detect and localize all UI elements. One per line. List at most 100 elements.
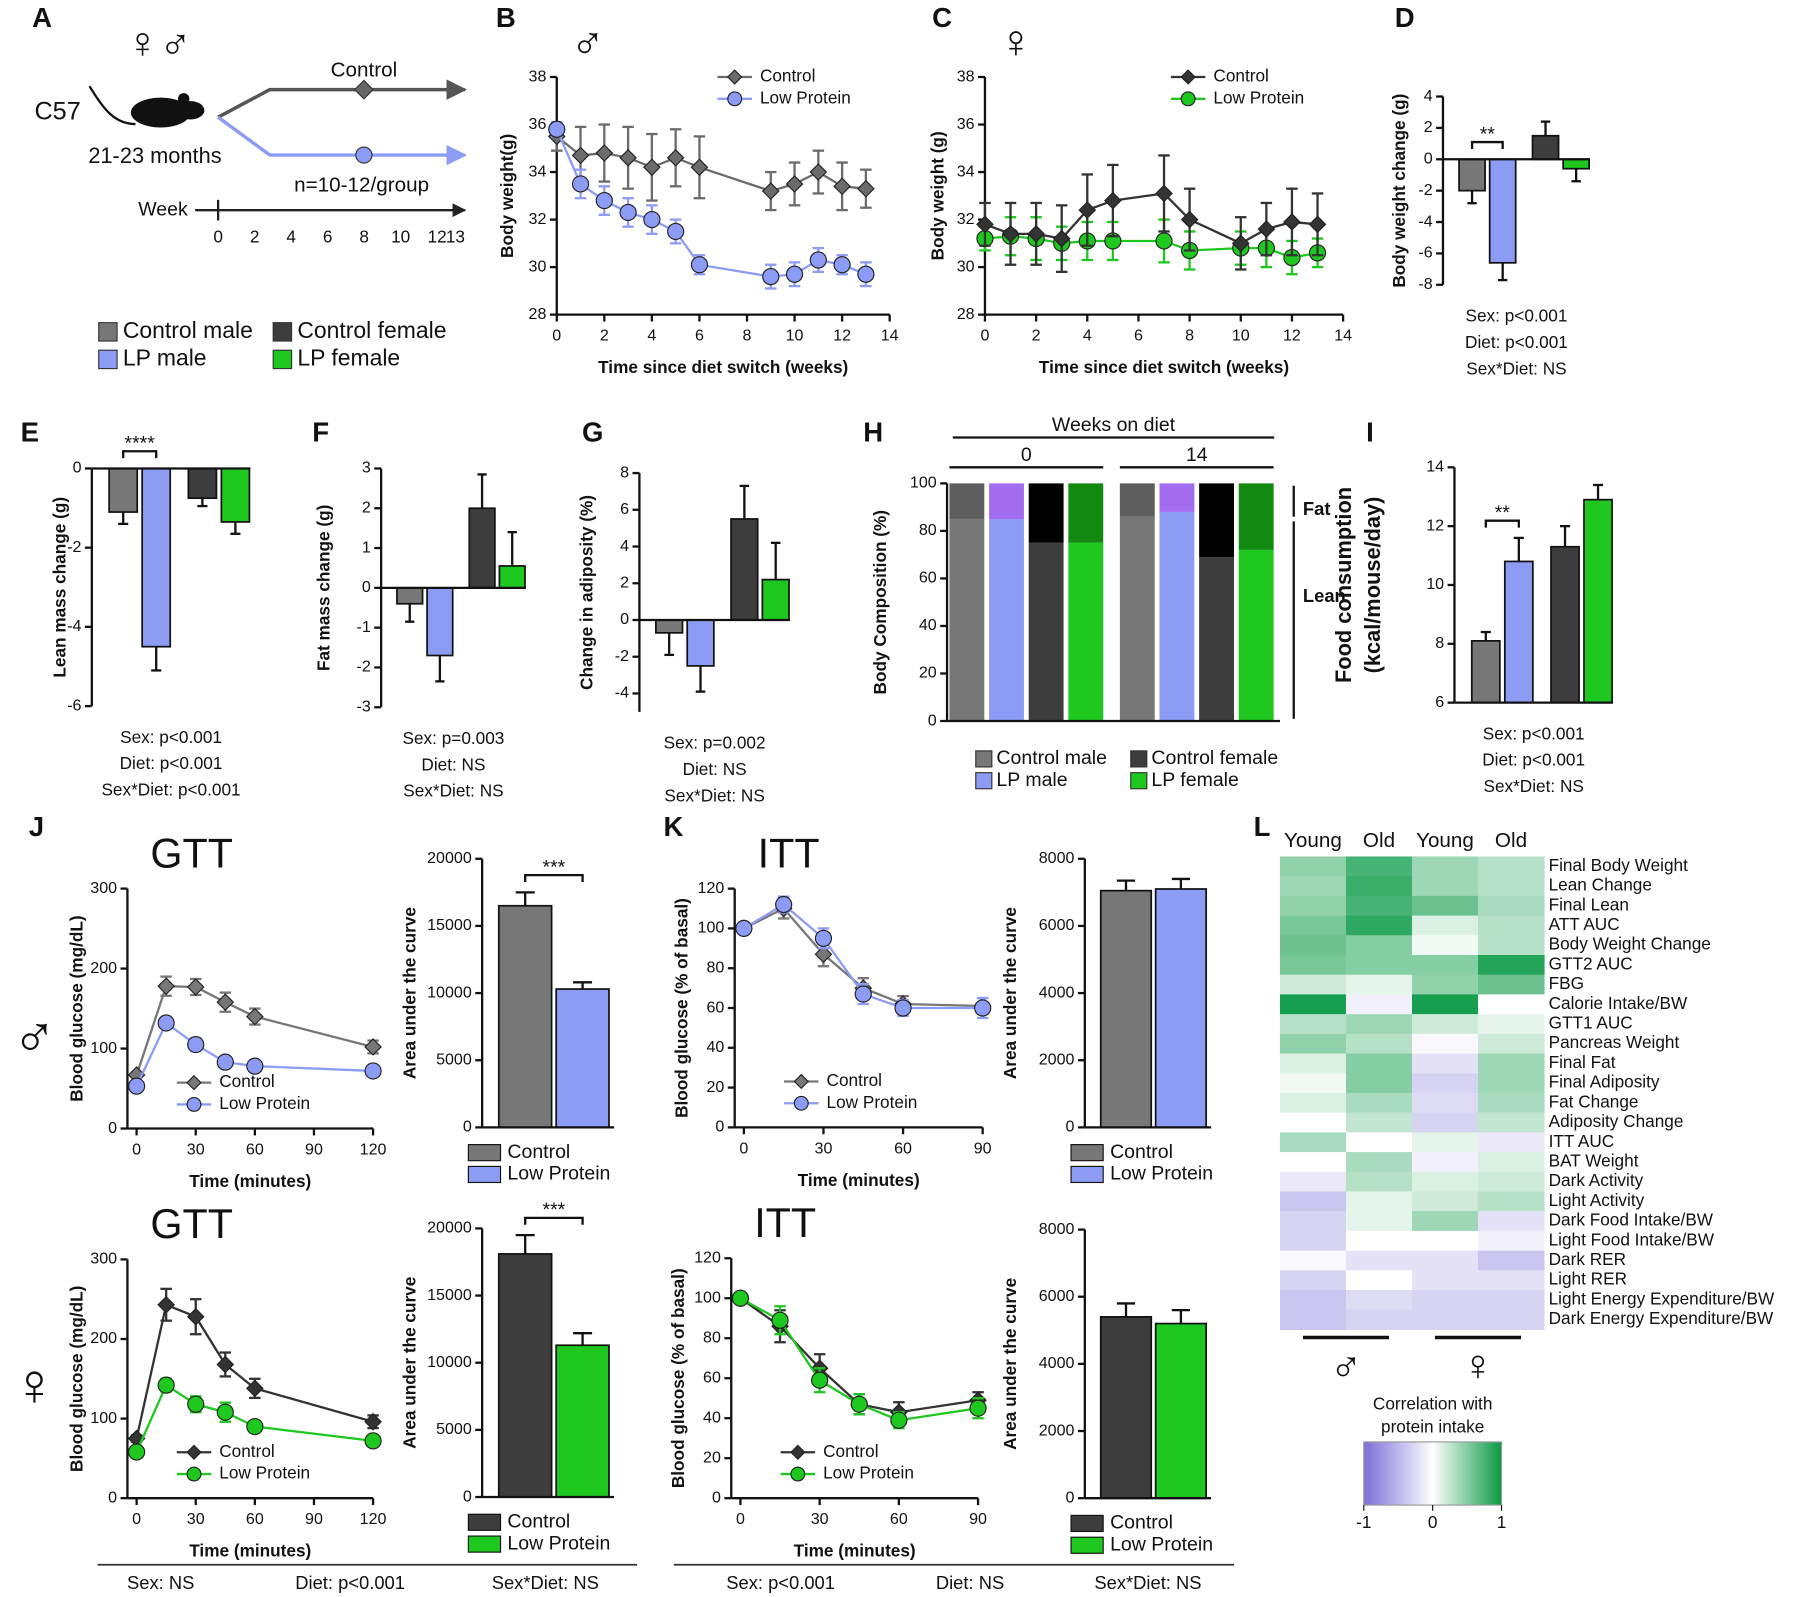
legend-swatch: [1070, 1514, 1104, 1533]
heatmap-cell: [1411, 1270, 1479, 1291]
heatmap-cell: [1345, 1132, 1413, 1153]
bar-segment: [1199, 557, 1235, 722]
y-axis-label: Area under the curve: [1000, 907, 1020, 1079]
y-axis-label: Area under the curve: [400, 1277, 420, 1449]
y-tick-label: 40: [919, 616, 937, 634]
bar-segment: [1119, 483, 1155, 517]
heatmap-cell: [1279, 935, 1347, 956]
y-tick-label: 2: [362, 499, 371, 517]
error-bar: [1116, 879, 1136, 891]
error-bar: [230, 521, 241, 535]
heatmap-cell: [1477, 1270, 1545, 1291]
bar-segment: [989, 519, 1024, 722]
heatmap-cell: [1279, 895, 1347, 917]
legend-marker: [186, 1444, 202, 1460]
y-tick-label: 0: [108, 1119, 117, 1137]
legend-label: LP female: [297, 344, 400, 370]
stats-label: Sex: p<0.001: [1466, 305, 1568, 325]
marker: [735, 919, 753, 938]
y-tick-label: 0: [620, 610, 629, 628]
heatmap-cell: [1477, 1211, 1545, 1232]
y-tick-label: 0: [715, 1118, 724, 1136]
x-tick-label: 0: [739, 1139, 748, 1157]
x-axis-label: Time since diet switch (weeks): [598, 357, 848, 377]
heatmap-cell: [1279, 1112, 1347, 1133]
chart-title: GTT: [150, 830, 233, 876]
bar: [730, 518, 759, 621]
marker: [187, 1035, 205, 1054]
marker: [157, 977, 176, 996]
y-tick-label: 0: [463, 1487, 472, 1505]
heatmap-cell: [1279, 1290, 1347, 1311]
y-tick-label: 2000: [1039, 1421, 1075, 1439]
bar: [761, 578, 790, 621]
bar: [1470, 640, 1501, 704]
marker: [216, 1053, 234, 1071]
row-label: Final Adiposity: [1549, 1072, 1660, 1092]
legend-swatch: [1070, 1536, 1104, 1554]
x-tick-label: 90: [969, 1510, 987, 1528]
legend-swatch: [467, 1144, 502, 1162]
y-tick-label: 20: [706, 1078, 724, 1096]
group-label: ♀: [1462, 1342, 1495, 1390]
panel-letter: J: [29, 811, 44, 842]
marker: [771, 1311, 789, 1329]
y-tick-label: 200: [90, 959, 117, 977]
column-label: Old: [1363, 829, 1395, 852]
y-tick-label: 4000: [1039, 1354, 1075, 1372]
marker: [186, 978, 205, 996]
heatmap-cell: [1477, 1290, 1545, 1311]
panel-letter: K: [664, 811, 684, 842]
heatmap-cell: [1345, 994, 1413, 1015]
heatmap-cell: [1345, 876, 1413, 897]
significance-label: ***: [542, 1199, 565, 1221]
row-label: Light Food Intake/BW: [1549, 1229, 1715, 1249]
marker: [1027, 224, 1045, 243]
column-label: Young: [1284, 829, 1342, 852]
x-tick-label: 120: [360, 1141, 387, 1159]
bar: [1562, 158, 1591, 170]
y-tick-label: 32: [529, 210, 547, 228]
heatmap-cell: [1279, 1014, 1347, 1035]
legend-swatch: [467, 1165, 502, 1184]
heatmap-cell: [1477, 955, 1545, 976]
marker: [731, 1289, 750, 1307]
panel-letter: L: [1254, 811, 1271, 842]
chart-title: ITT: [758, 830, 820, 876]
legend-swatch: [98, 322, 118, 342]
x-tick-label: 2: [1032, 327, 1041, 345]
heatmap-cell: [1411, 994, 1479, 1015]
marker: [619, 148, 637, 167]
stats-label: Sex*Diet: NS: [664, 785, 764, 805]
legend-swatch: [975, 772, 993, 790]
colorbar-tick-label: 1: [1497, 1512, 1507, 1532]
marker: [811, 1371, 829, 1389]
marker: [1231, 234, 1250, 253]
heatmap-cell: [1411, 935, 1479, 956]
heatmap-cell: [1279, 915, 1347, 936]
error-bar: [1171, 877, 1190, 889]
series-label: Lean: [1303, 585, 1346, 606]
marker: [1180, 210, 1199, 229]
marker: [216, 993, 235, 1012]
heatmap-cell: [1477, 895, 1545, 917]
error-bar: [507, 530, 517, 566]
legend-label: LP male: [996, 769, 1067, 791]
marker: [785, 175, 804, 193]
y-tick-label: -1: [356, 618, 370, 636]
legend-marker: [186, 1096, 202, 1112]
x-tick-label: 6: [1134, 327, 1143, 345]
y-tick-label: -4: [67, 617, 81, 635]
legend-label: LP female: [1151, 769, 1238, 791]
marker: [833, 256, 851, 274]
marker: [976, 215, 994, 234]
y-tick-label: 0: [1066, 1118, 1075, 1136]
heatmap-cell: [1279, 856, 1347, 877]
marker: [894, 999, 912, 1017]
row-label: ATT AUC: [1549, 914, 1620, 934]
y-tick-label: 0: [463, 1118, 472, 1136]
legend-marker: [186, 1074, 202, 1091]
row-label: BAT Weight: [1549, 1150, 1639, 1170]
row-label: Light Activity: [1549, 1190, 1645, 1210]
